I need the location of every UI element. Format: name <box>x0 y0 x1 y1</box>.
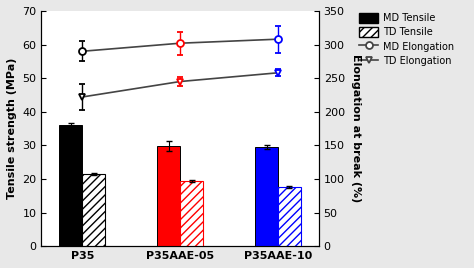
Y-axis label: Tensile strength (MPa): Tensile strength (MPa) <box>7 58 17 199</box>
Bar <box>157 146 180 246</box>
Bar <box>180 181 203 246</box>
Y-axis label: Elongation at break (%): Elongation at break (%) <box>351 54 362 203</box>
Bar <box>255 147 278 246</box>
Bar <box>59 125 82 246</box>
Bar <box>278 187 301 246</box>
Legend: MD Tensile, TD Tensile, MD Elongation, TD Elongation: MD Tensile, TD Tensile, MD Elongation, T… <box>357 11 456 68</box>
Bar <box>82 174 105 246</box>
